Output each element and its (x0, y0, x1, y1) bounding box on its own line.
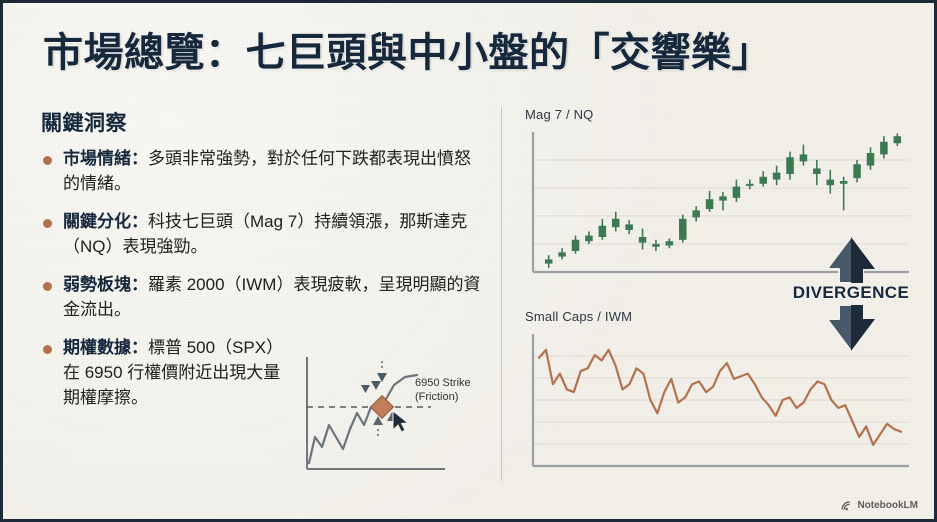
insight-text: 科技七巨頭（Mag 7）持續領漲，那斯達克（NQ）表現強勁。 (63, 211, 468, 256)
key-insights-panel: 關鍵洞察 市場情緒：多頭非常強勢，對於任何下跌都表現出憤怒的情緒。 關鍵分化：科… (41, 107, 486, 481)
section-subhead: 關鍵洞察 (41, 112, 127, 135)
chart-canvas-mag7 (531, 132, 909, 274)
list-item: 期權數據：標普 500（SPX）在 6950 行權價附近出現大量期權摩擦。 (41, 336, 291, 411)
insight-label: 期權數據： (63, 337, 148, 357)
insight-label: 關鍵分化： (63, 211, 148, 231)
insight-label: 市場情緒： (63, 149, 148, 168)
insight-list: 市場情緒：多頭非常強勢，對於任何下跌都表現出憤怒的情緒。 關鍵分化：科技七巨頭（… (41, 147, 486, 411)
chart-small-caps-iwm: Small Caps / IWM (523, 309, 915, 481)
list-item: 弱勢板塊：羅素 2000（IWM）表現疲軟，呈現明顯的資金流出。 (41, 273, 486, 323)
column-divider (501, 107, 502, 481)
insight-text: 羅素 2000（IWM）表現疲軟，呈現明顯的資金流出。 (63, 274, 481, 319)
chart-title-iwm: Small Caps / IWM (525, 309, 633, 324)
list-item: 市場情緒：多頭非常強勢，對於任何下跌都表現出憤怒的情緒。 (41, 147, 486, 197)
list-item: 關鍵分化：科技七巨頭（Mag 7）持續領漲，那斯達克（NQ）表現強勁。 (41, 210, 486, 260)
insight-text: 多頭非常強勢，對於任何下跌都表現出憤怒的情緒。 (63, 149, 471, 193)
spx-strike-inset-chart: 6950 Strike (Friction) (293, 351, 493, 479)
footer-brand-label: NotebookLM (857, 500, 918, 511)
chart-title-mag7: Mag 7 / NQ (525, 107, 594, 122)
chart-mag7-nq: Mag 7 / NQ (523, 107, 915, 287)
insight-label: 弱勢板塊： (63, 274, 148, 294)
insight-text: 標普 500（SPX）在 6950 行權價附近出現大量期權摩擦。 (63, 337, 284, 407)
footer-brand: NotebookLM (841, 500, 918, 511)
notebooklm-icon (842, 501, 851, 511)
strike-annotation-line1: 6950 Strike (415, 377, 471, 389)
chart-canvas-iwm (531, 334, 909, 468)
strike-annotation-line2: (Friction) (415, 390, 459, 403)
strike-annotation: 6950 Strike (Friction) (415, 377, 471, 405)
bullet-dot-icon (43, 218, 52, 228)
bullet-dot-icon (43, 281, 52, 291)
bullet-dot-icon (43, 156, 52, 165)
bullet-dot-icon (43, 344, 52, 354)
page-title: 市場總覽：七巨頭與中小盤的「交響樂」 (43, 31, 772, 75)
